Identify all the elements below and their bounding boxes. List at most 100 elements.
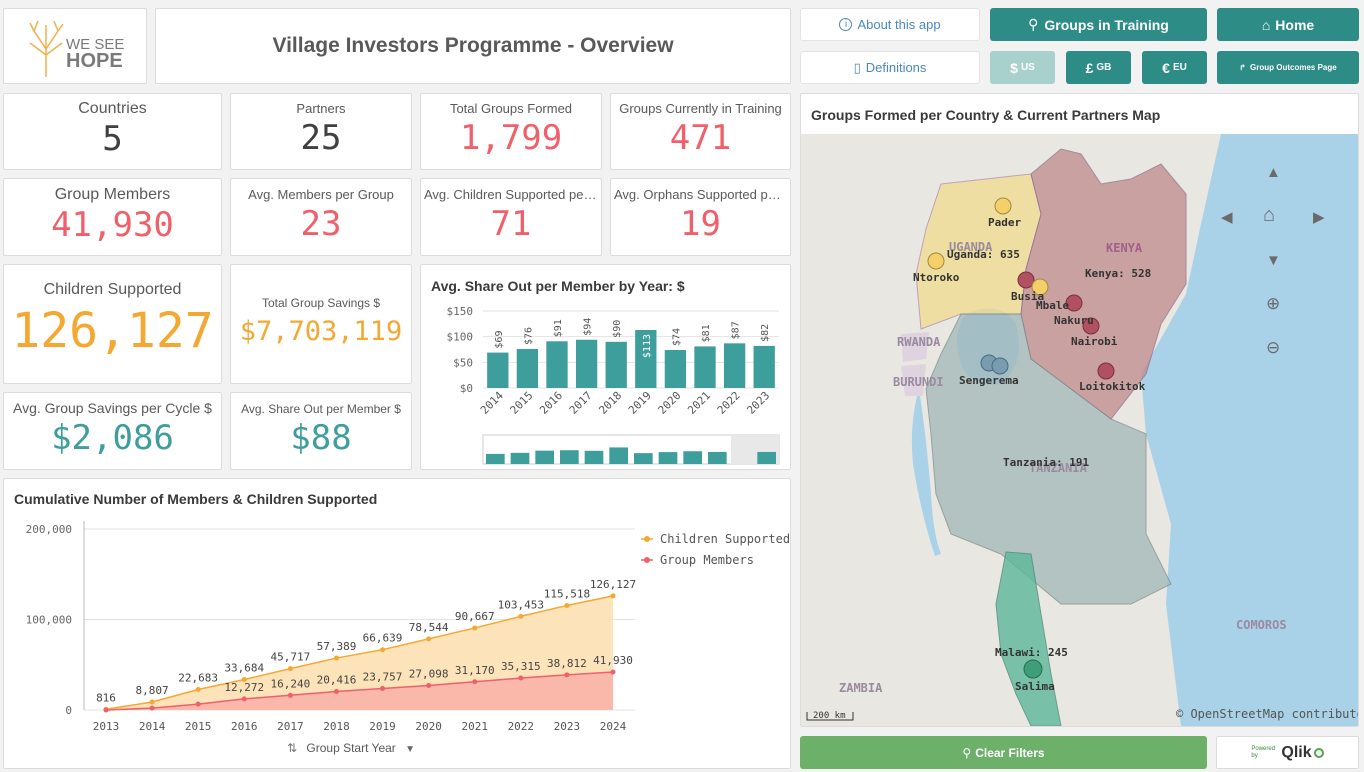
- eur-button[interactable]: € EU: [1142, 51, 1207, 84]
- map-card: Groups Formed per Country & Current Part…: [800, 93, 1359, 727]
- usd-button[interactable]: $ US: [990, 51, 1055, 84]
- data-point[interactable]: [610, 669, 616, 675]
- clear-filters-button[interactable]: ⚲ Clear Filters: [800, 736, 1207, 769]
- place-label: Salima: [1015, 680, 1055, 693]
- gbp-button[interactable]: £ GB: [1066, 51, 1131, 84]
- data-point[interactable]: [610, 593, 616, 599]
- book-icon: ▯: [853, 59, 861, 75]
- group-outcomes-button[interactable]: ↱ Group Outcomes Page: [1217, 51, 1359, 84]
- y-tick-label: 0: [65, 704, 72, 717]
- bar[interactable]: [546, 341, 568, 388]
- definitions-button[interactable]: ▯ Definitions: [800, 51, 980, 84]
- data-point[interactable]: [518, 675, 524, 681]
- data-point[interactable]: [149, 705, 155, 711]
- map-marker-pader[interactable]: [994, 197, 1012, 215]
- data-point[interactable]: [195, 701, 201, 707]
- point-label: 57,389: [317, 640, 357, 653]
- zoom-out-icon[interactable]: ⊖: [1266, 338, 1281, 357]
- data-point[interactable]: [287, 666, 293, 672]
- map-marker-nakuru[interactable]: [1065, 294, 1083, 312]
- pan-right-icon[interactable]: ▶: [1313, 209, 1325, 226]
- kpi-total-groups: Total Groups Formed 1,799: [420, 93, 602, 170]
- pan-left-icon[interactable]: ◀: [1221, 209, 1233, 226]
- map-canvas[interactable]: UGANDA KENYA RWANDA BURUNDI TANZANIA COM…: [801, 134, 1358, 726]
- bar-data-label: $87: [731, 321, 742, 339]
- data-point[interactable]: [380, 685, 386, 691]
- place-label: Loitokitok: [1079, 380, 1146, 393]
- pan-down-icon[interactable]: ▼: [1266, 252, 1281, 269]
- map-marker-loitokitok[interactable]: [1097, 362, 1115, 380]
- kpi-avg-shareout: Avg. Share Out per Member $ $88: [230, 392, 412, 470]
- bar[interactable]: [487, 352, 509, 388]
- bar[interactable]: [635, 329, 657, 388]
- data-point[interactable]: [241, 677, 247, 683]
- map-marker-mbale[interactable]: [1031, 278, 1049, 296]
- kpi-value: 471: [669, 118, 732, 158]
- place-label: Sengerema: [959, 374, 1019, 387]
- data-point[interactable]: [426, 636, 432, 642]
- home-button[interactable]: ⌂ Home: [1217, 8, 1359, 41]
- kpi-value: $88: [290, 418, 352, 458]
- count-label-kenya: Kenya: 528: [1085, 267, 1151, 280]
- data-point[interactable]: [333, 655, 339, 661]
- data-point[interactable]: [426, 682, 432, 688]
- map-region-malawi: [995, 551, 1062, 726]
- bar[interactable]: [723, 343, 746, 388]
- powered-by-label: Powered by: [1251, 745, 1276, 759]
- bar[interactable]: [575, 339, 598, 388]
- bar-data-label: $81: [701, 324, 712, 342]
- data-point[interactable]: [195, 686, 201, 692]
- y-tick-label: $0: [460, 382, 473, 395]
- map-marker-busia[interactable]: [1017, 271, 1035, 289]
- map-marker-sengerema-2[interactable]: [991, 357, 1009, 375]
- data-point[interactable]: [287, 692, 293, 698]
- x-tick-label: 2020: [415, 720, 442, 733]
- count-label-malawi: Malawi: 245: [995, 646, 1068, 659]
- data-point[interactable]: [564, 602, 570, 608]
- point-label: 38,812: [547, 657, 587, 670]
- data-point[interactable]: [518, 613, 524, 619]
- map-home-icon[interactable]: ⌂: [1263, 204, 1276, 226]
- map-marker-salima[interactable]: [1023, 659, 1043, 679]
- kpi-avg-members: Avg. Members per Group 23: [230, 178, 412, 256]
- data-point[interactable]: [333, 689, 339, 695]
- place-label: Nakuru: [1054, 314, 1094, 327]
- x-tick-label: 2017: [567, 389, 595, 417]
- x-tick-label: 2016: [537, 389, 565, 417]
- bar[interactable]: [694, 346, 716, 388]
- qlik-badge[interactable]: Powered by Qlik: [1216, 736, 1359, 769]
- bar[interactable]: [753, 345, 775, 388]
- count-label-tanzania: Tanzania: 191: [1003, 456, 1089, 469]
- kpi-value: 1,799: [459, 118, 563, 158]
- data-point[interactable]: [149, 699, 155, 705]
- bar[interactable]: [664, 350, 687, 388]
- dimension-selector[interactable]: ⇅ Group Start Year ▼: [287, 741, 415, 755]
- map-marker-nairobi[interactable]: [1082, 317, 1100, 335]
- kpi-label: Avg. Orphans Supported per ...: [614, 187, 790, 202]
- mini-bar: [634, 453, 653, 464]
- map-region-rwanda: [901, 332, 929, 362]
- kpi-label: Avg. Group Savings per Cycle $: [13, 400, 212, 416]
- map-region-tanzania: [925, 313, 1172, 605]
- bar[interactable]: [516, 348, 539, 388]
- bar[interactable]: [605, 341, 627, 388]
- groups-in-training-button[interactable]: ⚲ Groups in Training: [990, 8, 1207, 41]
- pan-up-icon[interactable]: ▲: [1266, 164, 1281, 181]
- map-marker-ntoroko[interactable]: [927, 252, 945, 270]
- about-app-button[interactable]: i About this app: [800, 8, 980, 41]
- legend-label[interactable]: Children Supported: [660, 532, 790, 546]
- data-point[interactable]: [103, 707, 109, 713]
- data-point[interactable]: [564, 672, 570, 678]
- share-arrow-icon: ↱: [1239, 63, 1246, 72]
- y-tick-label: $150: [447, 305, 474, 318]
- scale-label: 200 km: [813, 711, 846, 721]
- data-point[interactable]: [241, 696, 247, 702]
- data-point[interactable]: [472, 625, 478, 631]
- legend-label[interactable]: Group Members: [660, 553, 754, 567]
- zoom-in-icon[interactable]: ⊕: [1266, 294, 1281, 313]
- data-point[interactable]: [380, 647, 386, 653]
- kpi-label: Total Groups Formed: [449, 101, 573, 116]
- share-out-bar-chart: $0 $50 $100 $150 $69 2014 $76 2015 $91 2016 $94 201…: [447, 305, 780, 465]
- data-point[interactable]: [472, 679, 478, 685]
- tree-logo-icon: [29, 20, 64, 77]
